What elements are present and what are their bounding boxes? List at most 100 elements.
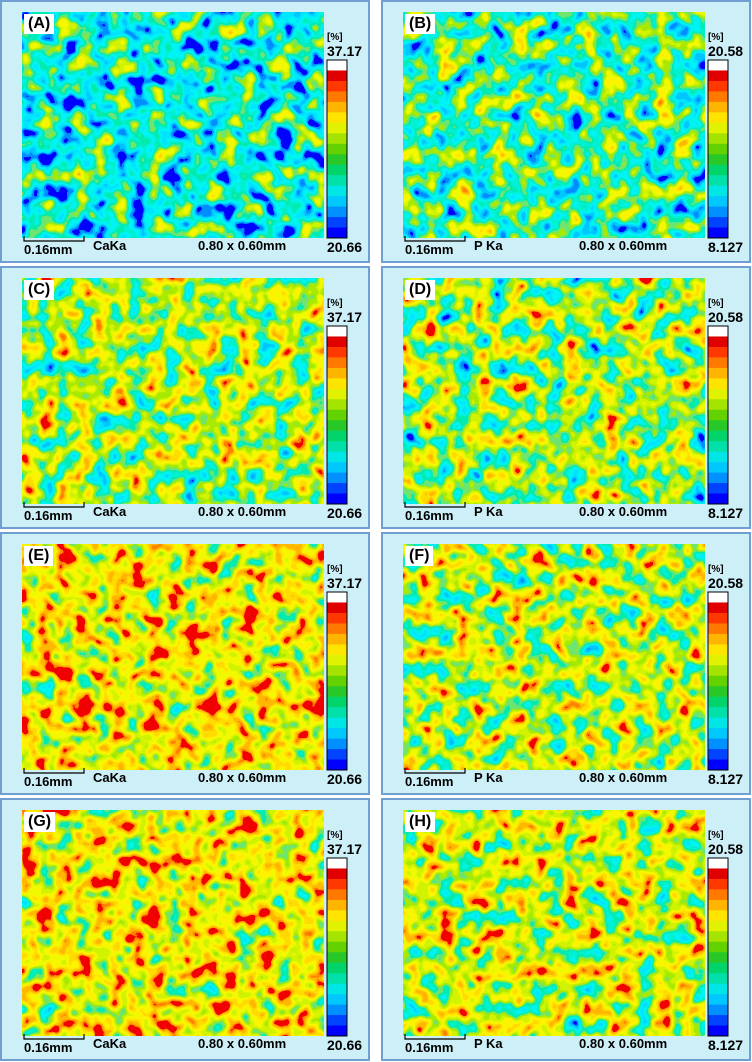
colorbar-step	[708, 144, 728, 155]
colorbar-step	[327, 144, 347, 155]
colorbar-step	[708, 739, 728, 750]
panel-max: 37.17	[327, 575, 362, 591]
colorbar-step	[327, 749, 347, 760]
colorbar-step	[327, 186, 347, 197]
colorbar-step	[327, 602, 347, 613]
colorbar-step	[708, 973, 728, 984]
panel-element: CaKa	[93, 238, 126, 253]
colorbar-step	[708, 749, 728, 760]
panel-scale: 0.16mm	[405, 508, 453, 523]
colorbar-step	[327, 931, 347, 942]
map-panel: (C)[%]37.1720.660.16mmCaKa0.80 x 0.60mm	[0, 266, 370, 529]
colorbar-step	[327, 623, 347, 634]
colorbar-step	[327, 420, 347, 431]
panel-label: (D)	[405, 280, 435, 300]
colorbar-step	[708, 963, 728, 974]
panel-min: 8.127	[708, 1037, 743, 1053]
panel-scale: 0.16mm	[24, 242, 72, 257]
colorbar-step	[708, 347, 728, 358]
panel-label: (H)	[405, 812, 435, 832]
colorbar-step	[708, 655, 728, 666]
colorbar-step	[708, 186, 728, 197]
colorbar-step	[327, 462, 347, 473]
colorbar-step	[708, 1005, 728, 1016]
colorbar-step	[708, 718, 728, 729]
colorbar-step	[708, 91, 728, 102]
panel-element: P Ka	[474, 238, 503, 253]
panel-min: 8.127	[708, 771, 743, 787]
panel-scale: 0.16mm	[24, 774, 72, 789]
colorbar-step	[327, 441, 347, 452]
colorbar-step	[327, 123, 347, 134]
map-graphic	[2, 800, 368, 1059]
colorbar-step	[327, 494, 347, 505]
map-panel: (G)[%]37.1720.660.16mmCaKa0.80 x 0.60mm	[0, 798, 370, 1061]
panel-min: 20.66	[327, 1037, 362, 1053]
element-map	[22, 810, 324, 1036]
colorbar-step	[327, 634, 347, 645]
colorbar-step	[708, 452, 728, 463]
panel-size: 0.80 x 0.60mm	[579, 504, 667, 519]
map-graphic	[383, 534, 749, 793]
colorbar-step	[327, 196, 347, 207]
colorbar-step	[708, 123, 728, 134]
map-panel: (D)[%]20.588.1270.16mmP Ka0.80 x 0.60mm	[381, 266, 751, 529]
colorbar-step	[327, 399, 347, 410]
colorbar-step	[708, 70, 728, 81]
colorbar-step	[708, 410, 728, 421]
colorbar-step	[327, 1026, 347, 1037]
colorbar-step	[708, 1015, 728, 1026]
panel-unit: [%]	[708, 830, 724, 841]
panel-scale: 0.16mm	[405, 242, 453, 257]
colorbar-step	[327, 452, 347, 463]
map-panel: (B)[%]20.588.1270.16mmP Ka0.80 x 0.60mm	[381, 0, 751, 263]
panel-unit: [%]	[708, 32, 724, 43]
panel-label: (E)	[24, 546, 53, 566]
colorbar-step	[327, 707, 347, 718]
panel-element: CaKa	[93, 770, 126, 785]
colorbar-step	[708, 623, 728, 634]
map-graphic	[383, 268, 749, 527]
panel-label: (C)	[24, 280, 54, 300]
colorbar-step	[708, 60, 728, 70]
colorbar-step	[327, 347, 347, 358]
colorbar-step	[708, 697, 728, 708]
colorbar-step	[327, 994, 347, 1005]
panel-max: 20.58	[708, 841, 743, 857]
map-panel: (F)[%]20.588.1270.16mmP Ka0.80 x 0.60mm	[381, 532, 751, 795]
colorbar-step	[327, 973, 347, 984]
panel-max: 20.58	[708, 309, 743, 325]
colorbar-step	[708, 707, 728, 718]
colorbar-step	[708, 399, 728, 410]
element-map	[403, 810, 705, 1036]
map-graphic	[383, 2, 749, 261]
colorbar-step	[327, 91, 347, 102]
colorbar-step	[708, 102, 728, 113]
colorbar-step	[708, 602, 728, 613]
panel-max: 37.17	[327, 841, 362, 857]
colorbar-step	[327, 952, 347, 963]
colorbar-step	[327, 1005, 347, 1016]
colorbar-step	[708, 217, 728, 228]
panel-max: 20.58	[708, 575, 743, 591]
colorbar-step	[327, 889, 347, 900]
colorbar-step	[708, 879, 728, 890]
colorbar-step	[327, 389, 347, 400]
map-graphic	[2, 268, 368, 527]
panel-unit: [%]	[708, 298, 724, 309]
colorbar-step	[327, 60, 347, 70]
colorbar-step	[708, 728, 728, 739]
colorbar-step	[708, 634, 728, 645]
panel-element: CaKa	[93, 1036, 126, 1051]
colorbar-step	[327, 910, 347, 921]
colorbar-step	[708, 921, 728, 932]
colorbar-step	[708, 686, 728, 697]
colorbar-step	[327, 431, 347, 442]
panel-size: 0.80 x 0.60mm	[579, 1036, 667, 1051]
panel-label: (A)	[24, 14, 54, 34]
colorbar-step	[708, 133, 728, 144]
map-graphic	[2, 534, 368, 793]
element-map	[22, 278, 324, 504]
colorbar-step	[327, 900, 347, 911]
